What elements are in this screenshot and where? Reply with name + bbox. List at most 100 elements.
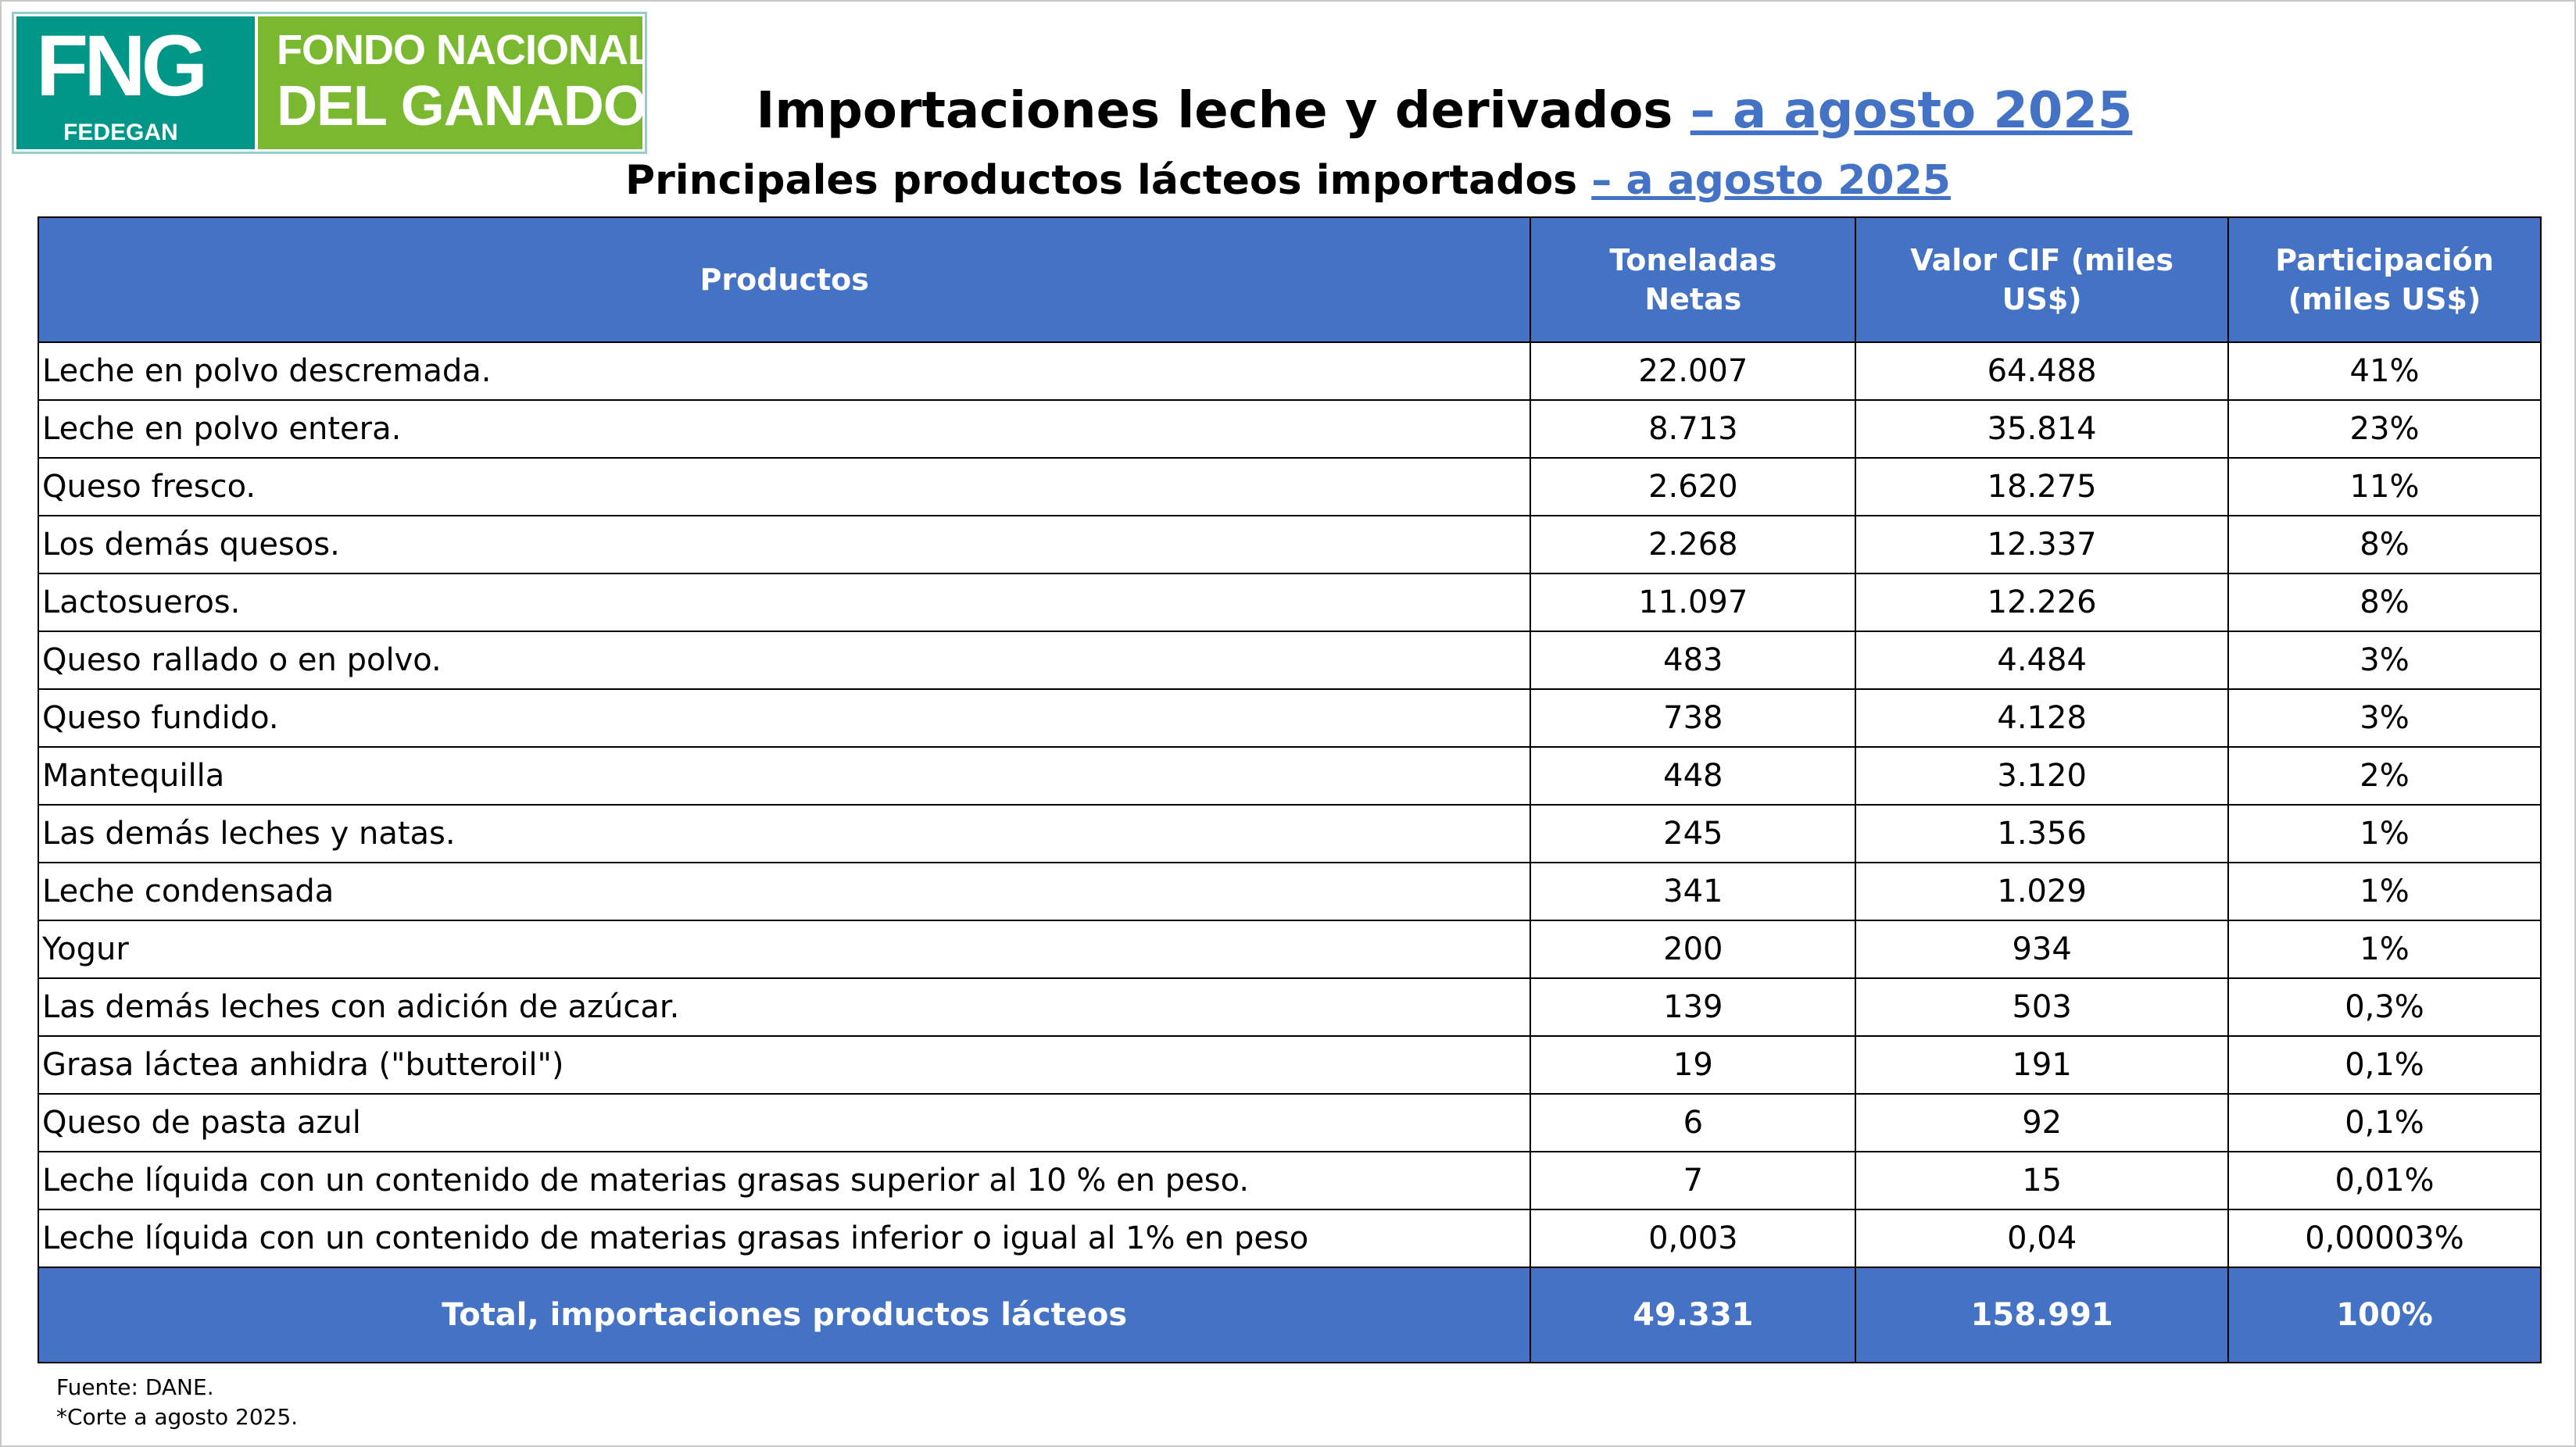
product-cell: Mantequilla [37,746,1532,806]
total-value-cell: 158.991 [1855,1267,2230,1363]
product-cell: Queso fundido. [37,688,1532,748]
product-cell: Leche líquida con un contenido de materi… [37,1151,1532,1210]
header-valor-cif: Valor CIF (miles US$) [1855,216,2230,343]
product-cell: Leche condensada [37,862,1532,921]
value-cell: 1.029 [1855,862,2230,921]
share-cell: 3% [2227,631,2542,690]
value-cell: 12.226 [1855,573,2230,632]
value-cell: 3.120 [1855,746,2230,806]
total-tons-cell: 49.331 [1530,1267,1857,1363]
subtitle-date: – a agosto 2025 [1591,157,1951,204]
value-cell: 4.484 [1855,631,2230,690]
total-row: Total, importaciones productos lácteos 49… [37,1267,2542,1363]
product-cell: Leche en polvo entera. [37,399,1532,459]
table-row: Los demás quesos. 2.268 12.337 8% [37,515,2542,574]
value-cell: 18.275 [1855,457,2230,516]
product-cell: Yogur [37,920,1532,979]
table-row: Queso de pasta azul 6 92 0,1% [37,1093,2542,1152]
product-cell: Lactosueros. [37,573,1532,632]
product-cell: Grasa láctea anhidra ("butteroil") [37,1035,1532,1095]
tons-cell: 448 [1530,746,1857,806]
tons-cell: 0,003 [1530,1209,1857,1268]
value-cell: 92 [1855,1093,2230,1152]
value-cell: 64.488 [1855,341,2230,401]
value-cell: 0,04 [1855,1209,2230,1268]
total-share-cell: 100% [2227,1267,2542,1363]
tons-cell: 139 [1530,977,1857,1037]
title-date: – a agosto 2025 [1690,82,2133,140]
share-cell: 1% [2227,920,2542,979]
product-cell: Queso rallado o en polvo. [37,631,1532,690]
header-toneladas: Toneladas Netas [1530,216,1857,343]
value-cell: 934 [1855,920,2230,979]
table-row: Leche condensada 341 1.029 1% [37,862,2542,921]
tons-cell: 2.268 [1530,515,1857,574]
tons-cell: 7 [1530,1151,1857,1210]
logo-line2: DEL GANADO [277,75,642,138]
page-subtitle: Principales productos lácteos importados… [2,155,2574,206]
share-cell: 0,01% [2227,1151,2542,1210]
table-row: Las demás leches y natas. 245 1.356 1% [37,804,2542,863]
share-cell: 23% [2227,399,2542,459]
cutoff-note: *Corte a agosto 2025. [56,1404,299,1430]
source-note: Fuente: DANE. [56,1374,214,1400]
header-productos: Productos [37,216,1532,343]
product-cell: Las demás leches con adición de azúcar. [37,977,1532,1037]
logo-fedegan-text: FEDEGAN [63,120,178,145]
header-participacion: Participación (miles US$) [2227,216,2542,343]
share-cell: 2% [2227,746,2542,806]
product-cell: Queso fresco. [37,457,1532,516]
table-row: Queso fundido. 738 4.128 3% [37,688,2542,748]
fng-logo: FNG FEDEGAN FONDO NACIONAL DEL GANADO [12,12,647,154]
subtitle-text: Principales productos lácteos importados [625,157,1592,204]
tons-cell: 341 [1530,862,1857,921]
share-cell: 41% [2227,341,2542,401]
logo-mark: FNG FEDEGAN [16,16,255,149]
tons-cell: 8.713 [1530,399,1857,459]
share-cell: 0,3% [2227,977,2542,1037]
share-cell: 0,1% [2227,1035,2542,1095]
tons-cell: 245 [1530,804,1857,863]
share-cell: 0,1% [2227,1093,2542,1152]
imports-table: Productos Toneladas Netas Valor CIF (miles… [37,216,2542,1363]
share-cell: 1% [2227,804,2542,863]
share-cell: 1% [2227,862,2542,921]
table-row: Las demás leches con adición de azúcar. 1… [37,977,2542,1037]
logo-line1: FONDO NACIONAL [277,27,642,73]
table-row: Yogur 200 934 1% [37,920,2542,979]
table-row: Grasa láctea anhidra ("butteroil") 19 191 0… [37,1035,2542,1095]
share-cell: 3% [2227,688,2542,748]
logo-fng-text: FNG [36,18,208,114]
table-row: Leche en polvo descremada. 22.007 64.488 41… [37,341,2542,401]
tons-cell: 738 [1530,688,1857,748]
product-cell: Los demás quesos. [37,515,1532,574]
value-cell: 12.337 [1855,515,2230,574]
tons-cell: 200 [1530,920,1857,979]
table-row: Lactosueros. 11.097 12.226 8% [37,573,2542,632]
total-product-cell: Total, importaciones productos lácteos [37,1267,1532,1363]
table-row: Queso fresco. 2.620 18.275 11% [37,457,2542,516]
table-row: Leche en polvo entera. 8.713 35.814 23% [37,399,2542,459]
product-cell: Leche líquida con un contenido de materi… [37,1209,1532,1268]
page-title: Importaciones leche y derivados – a agos… [2,80,2574,142]
product-cell: Las demás leches y natas. [37,804,1532,863]
value-cell: 4.128 [1855,688,2230,748]
value-cell: 35.814 [1855,399,2230,459]
table-row: Leche líquida con un contenido de materi… [37,1209,2542,1268]
tons-cell: 11.097 [1530,573,1857,632]
share-cell: 0,00003% [2227,1209,2542,1268]
tons-cell: 22.007 [1530,341,1857,401]
table-row: Mantequilla 448 3.120 2% [37,746,2542,806]
logo-wordmark: FONDO NACIONAL DEL GANADO [258,16,642,149]
table-row: Leche líquida con un contenido de materi… [37,1151,2542,1210]
share-cell: 8% [2227,515,2542,574]
title-text: Importaciones leche y derivados [756,82,1690,140]
tons-cell: 483 [1530,631,1857,690]
share-cell: 8% [2227,573,2542,632]
value-cell: 191 [1855,1035,2230,1095]
footer-notes: Fuente: DANE. *Corte a agosto 2025. [56,1373,298,1432]
tons-cell: 2.620 [1530,457,1857,516]
value-cell: 15 [1855,1151,2230,1210]
tons-cell: 19 [1530,1035,1857,1095]
value-cell: 503 [1855,977,2230,1037]
